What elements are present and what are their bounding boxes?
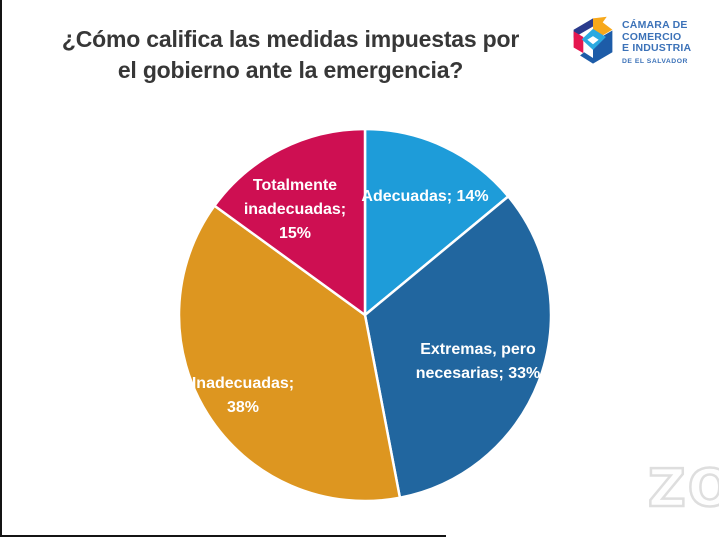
chamber-logo: CÁMARA DE COMERCIO E INDUSTRIA DE EL SAL… <box>572 16 691 68</box>
page-title: ¿Cómo califica las medidas impuestas por… <box>18 24 563 86</box>
pie-slice-totalmente-inadecuadas <box>213 127 367 317</box>
logo-text-line: COMERCIO <box>622 30 682 43</box>
pie-slice-label: necesarias; 33% <box>416 365 541 382</box>
zoom-watermark: ZO <box>647 458 719 521</box>
page-title-line1: ¿Cómo califica las medidas impuestas por <box>61 26 520 52</box>
pie-slice-label: Totalmente <box>253 177 337 194</box>
logo-diamond <box>587 36 599 45</box>
pie-slice-label: Inadecuadas; <box>192 375 294 392</box>
pie-chart: Adecuadas; 14% Extremas, pero necesarias; … <box>170 120 560 510</box>
chamber-logo-text: CÁMARA DE COMERCIO E INDUSTRIA DE EL SAL… <box>622 16 691 68</box>
pie-slice-extremas-pero-necesarias <box>363 195 553 499</box>
logo-facet-blue-bottom <box>580 52 593 64</box>
chamber-cube-icon <box>573 16 613 64</box>
logo-facet-red <box>573 31 584 54</box>
pie-slice-inadecuadas <box>177 204 402 503</box>
page-title-line2: el gobierno ante la emergencia? <box>117 57 464 83</box>
logo-text-line: CÁMARA DE <box>622 19 688 31</box>
frame-edge-bottom <box>0 535 446 537</box>
logo-text-subline: DE EL SALVADOR <box>622 58 688 65</box>
pie-slice-label: inadecuadas; <box>244 201 346 218</box>
pie-slice-label: Adecuadas; 14% <box>361 188 488 205</box>
logo-facet-blue-right <box>593 30 613 64</box>
zoom-watermark-text: ZO <box>648 459 719 519</box>
logo-text-line: E INDUSTRIA <box>622 42 692 54</box>
logo-facet-navy <box>573 18 593 38</box>
pie-slice-label: 15% <box>279 225 311 242</box>
pie-slice-label: Extremas, pero <box>420 341 536 358</box>
pie-slice-adecuadas <box>363 127 510 317</box>
pie-chart-svg: Adecuadas; 14% Extremas, pero necesarias; … <box>177 127 553 503</box>
pie-slice-label: 38% <box>227 399 259 416</box>
frame-edge-left <box>0 0 2 537</box>
